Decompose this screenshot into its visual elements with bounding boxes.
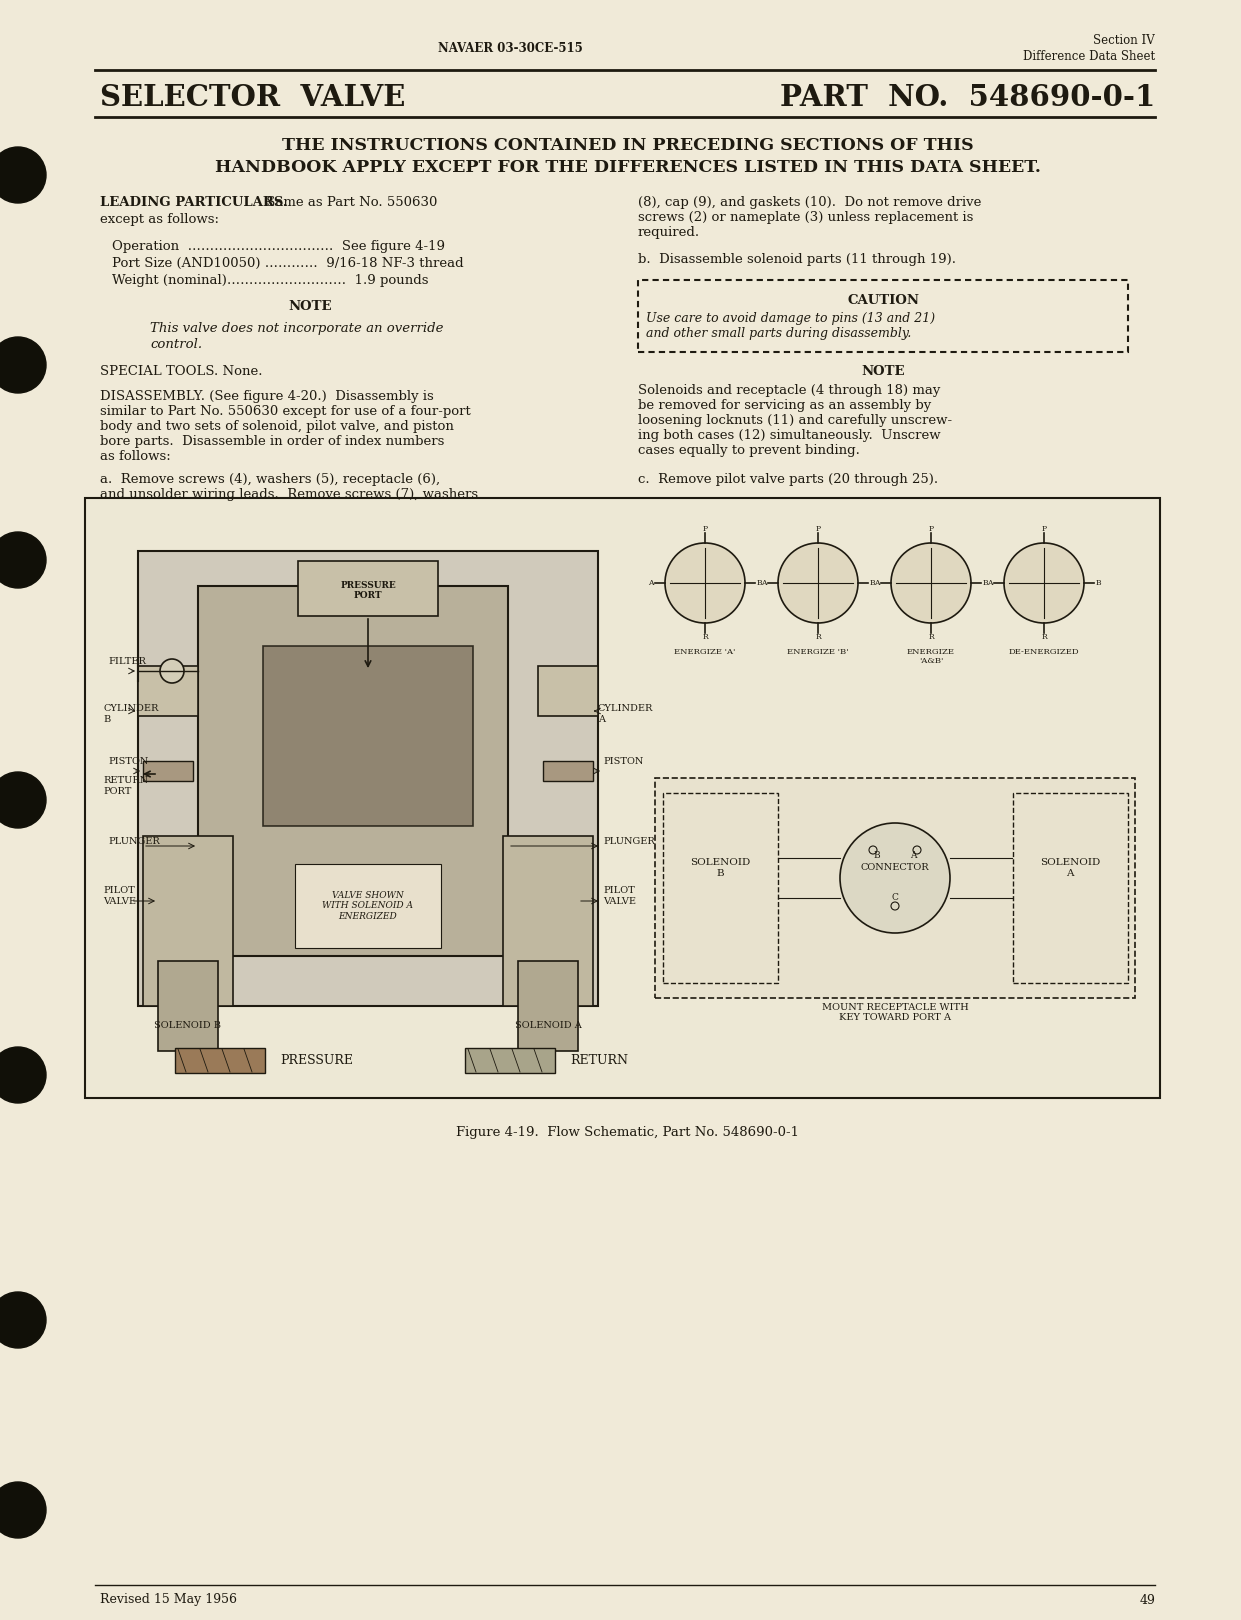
Text: NAVAER 03-30CE-515: NAVAER 03-30CE-515 [438, 42, 582, 55]
Text: b.  Disassemble solenoid parts (11 through 19).: b. Disassemble solenoid parts (11 throug… [638, 253, 956, 266]
Bar [143, 836, 233, 1006]
Circle shape [0, 1293, 46, 1348]
Text: SOLENOID
A: SOLENOID A [1040, 859, 1100, 878]
Bar [517, 961, 578, 1051]
Text: ENERGIZE 'A': ENERGIZE 'A' [674, 648, 736, 656]
Text: B: B [874, 852, 880, 860]
Circle shape [0, 147, 46, 202]
Text: PILOT
VALVE: PILOT VALVE [603, 886, 635, 906]
Text: c.  Remove pilot valve parts (20 through 25).: c. Remove pilot valve parts (20 through … [638, 473, 938, 486]
Bar [544, 761, 593, 781]
Text: MOUNT RECEPTACLE WITH
KEY TOWARD PORT A: MOUNT RECEPTACLE WITH KEY TOWARD PORT A [822, 1003, 968, 1022]
Text: A: A [761, 578, 767, 586]
Text: SPECIAL TOOLS. None.: SPECIAL TOOLS. None. [101, 364, 263, 377]
Text: B: B [1096, 578, 1101, 586]
Circle shape [160, 659, 184, 684]
Text: PRESSURE
PORT: PRESSURE PORT [340, 582, 396, 601]
Bar [84, 497, 1160, 1098]
Text: RETURN
PORT: RETURN PORT [103, 776, 148, 795]
Text: R: R [702, 633, 707, 642]
Text: LEADING PARTICULARS.: LEADING PARTICULARS. [101, 196, 288, 209]
Circle shape [0, 1047, 46, 1103]
Text: P: P [702, 525, 707, 533]
Text: except as follows:: except as follows: [101, 212, 218, 227]
Text: VALVE SHOWN
WITH SOLENOID A
ENERGIZED: VALVE SHOWN WITH SOLENOID A ENERGIZED [323, 891, 413, 920]
Text: P: P [928, 525, 933, 533]
Text: This valve does not incorporate an override: This valve does not incorporate an overr… [150, 322, 443, 335]
Text: DE-ENERGIZED: DE-ENERGIZED [1009, 648, 1080, 656]
Text: SELECTOR  VALVE: SELECTOR VALVE [101, 83, 406, 112]
Text: Section IV: Section IV [1093, 34, 1155, 47]
Text: 49: 49 [1139, 1594, 1155, 1607]
Text: Solenoids and receptacle (4 through 18) may
be removed for servicing as an assem: Solenoids and receptacle (4 through 18) … [638, 384, 952, 457]
Text: Port Size (AND10050) …………  9/16-18 NF-3 thread: Port Size (AND10050) ………… 9/16-18 NF-3 t… [112, 258, 464, 271]
Text: THE INSTRUCTIONS CONTAINED IN PRECEDING SECTIONS OF THIS: THE INSTRUCTIONS CONTAINED IN PRECEDING … [282, 136, 974, 154]
Text: CONNECTOR: CONNECTOR [861, 863, 930, 873]
Text: PILOT
VALVE: PILOT VALVE [103, 886, 137, 906]
Text: CYLINDER
B: CYLINDER B [103, 705, 159, 724]
Circle shape [891, 543, 970, 624]
Circle shape [665, 543, 745, 624]
Text: a.  Remove screws (4), washers (5), receptacle (6),
and unsolder wiring leads.  : a. Remove screws (4), washers (5), recep… [101, 473, 478, 501]
Text: A: A [988, 578, 993, 586]
Text: HANDBOOK APPLY EXCEPT FOR THE DIFFERENCES LISTED IN THIS DATA SHEET.: HANDBOOK APPLY EXCEPT FOR THE DIFFERENCE… [215, 159, 1041, 177]
Bar [175, 1048, 266, 1072]
Text: B: B [756, 578, 762, 586]
Text: P: P [1041, 525, 1046, 533]
Text: SOLENOID A: SOLENOID A [515, 1021, 581, 1030]
Circle shape [840, 823, 951, 933]
Text: Figure 4-19.  Flow Schematic, Part No. 548690-0-1: Figure 4-19. Flow Schematic, Part No. 54… [457, 1126, 799, 1139]
Bar [503, 836, 593, 1006]
Text: R: R [928, 633, 934, 642]
Text: NOTE: NOTE [288, 300, 331, 313]
Text: A: A [910, 852, 916, 860]
Text: R: R [1041, 633, 1047, 642]
Text: DISASSEMBLY. (See figure 4-20.)  Disassembly is
similar to Part No. 550630 excep: DISASSEMBLY. (See figure 4-20.) Disassem… [101, 390, 470, 463]
Bar [158, 961, 218, 1051]
Circle shape [0, 531, 46, 588]
Bar [539, 666, 598, 716]
Text: Difference Data Sheet: Difference Data Sheet [1023, 50, 1155, 63]
Text: Operation  ……………………………  See figure 4-19: Operation …………………………… See figure 4-19 [112, 240, 446, 253]
Text: Revised 15 May 1956: Revised 15 May 1956 [101, 1594, 237, 1607]
Text: PLUNGER: PLUNGER [603, 836, 655, 846]
Text: SOLENOID
B: SOLENOID B [690, 859, 750, 878]
Text: SOLENOID B: SOLENOID B [154, 1021, 221, 1030]
Text: PRESSURE: PRESSURE [280, 1053, 352, 1066]
Text: ENERGIZE 'B': ENERGIZE 'B' [787, 648, 849, 656]
Text: NOTE: NOTE [861, 364, 905, 377]
Circle shape [778, 543, 858, 624]
Text: C: C [891, 894, 898, 902]
Text: B: B [982, 578, 988, 586]
Text: PLUNGER: PLUNGER [108, 836, 160, 846]
Text: FILTER: FILTER [108, 656, 146, 666]
Bar [298, 561, 438, 616]
Text: ENERGIZE
'A&B': ENERGIZE 'A&B' [907, 648, 956, 666]
Text: PISTON: PISTON [603, 757, 643, 766]
Text: P: P [815, 525, 820, 533]
Bar [199, 586, 508, 956]
Text: control.: control. [150, 339, 202, 352]
Circle shape [1004, 543, 1083, 624]
Bar [465, 1048, 555, 1072]
FancyBboxPatch shape [655, 778, 1136, 998]
Text: (8), cap (9), and gaskets (10).  Do not remove drive
screws (2) or nameplate (3): (8), cap (9), and gaskets (10). Do not r… [638, 196, 982, 240]
Circle shape [0, 1482, 46, 1537]
Text: CYLINDER
A: CYLINDER A [598, 705, 653, 724]
Bar [138, 666, 199, 716]
Text: PISTON: PISTON [108, 757, 149, 766]
Circle shape [0, 773, 46, 828]
Text: A: A [648, 578, 654, 586]
Text: CAUTION: CAUTION [848, 293, 920, 308]
Text: RETURN: RETURN [570, 1053, 628, 1066]
Bar [138, 551, 598, 1006]
Text: Use care to avoid damage to pins (13 and 21)
and other small parts during disass: Use care to avoid damage to pins (13 and… [647, 313, 936, 340]
Bar [263, 646, 473, 826]
Text: Same as Part No. 550630: Same as Part No. 550630 [262, 196, 437, 209]
Text: Weight (nominal)………………………  1.9 pounds: Weight (nominal)……………………… 1.9 pounds [112, 274, 428, 287]
Text: PART  NO.  548690-0-1: PART NO. 548690-0-1 [779, 83, 1155, 112]
Text: A: A [874, 578, 880, 586]
Text: B: B [869, 578, 875, 586]
Circle shape [0, 337, 46, 394]
Bar [143, 761, 194, 781]
